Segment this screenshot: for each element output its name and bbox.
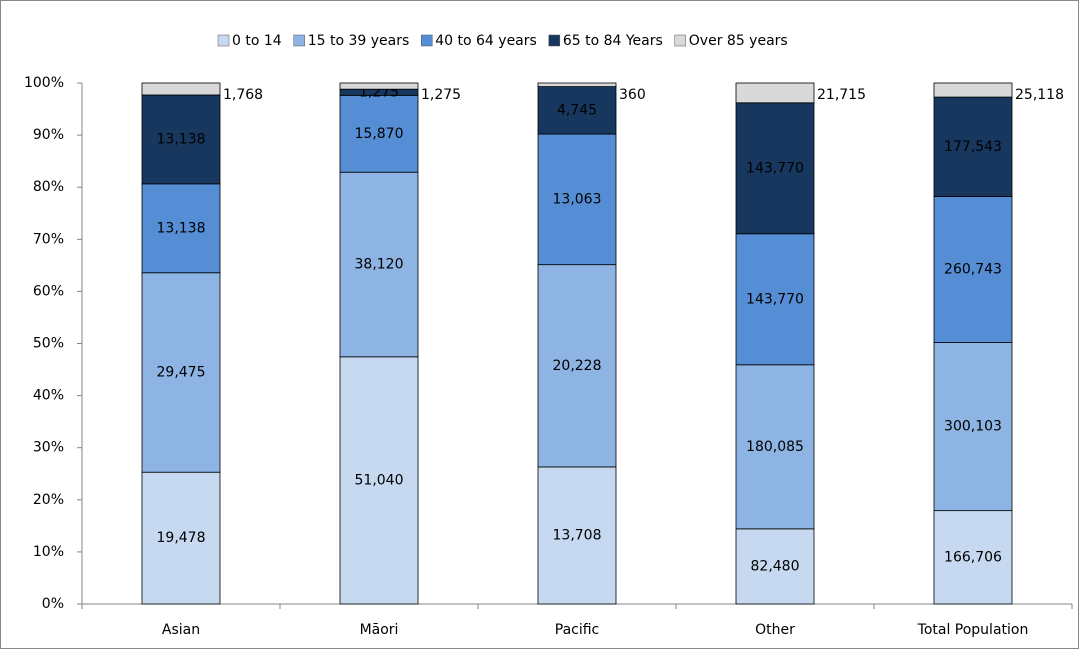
y-tick-label: 30% — [33, 440, 64, 456]
y-tick-label: 90% — [33, 127, 64, 143]
legend-swatch — [674, 34, 687, 47]
legend-swatch — [421, 34, 433, 47]
data-label: 13,138 — [157, 220, 206, 236]
data-label: 1,768 — [223, 87, 263, 103]
legend-label: Over 85 years — [689, 33, 788, 49]
data-label: 260,743 — [944, 262, 1002, 278]
data-label: 143,770 — [746, 160, 804, 176]
data-label: 38,120 — [355, 257, 404, 273]
legend-label: 65 to 84 Years — [563, 33, 663, 49]
legend-label: 15 to 39 years — [308, 33, 410, 49]
legend-label: 40 to 64 years — [435, 33, 537, 49]
data-label: 180,085 — [746, 439, 804, 455]
bar-segment — [339, 94, 419, 173]
y-tick-label: 0% — [42, 596, 64, 612]
data-label: 166,706 — [944, 549, 1002, 565]
data-label: 19,478 — [157, 530, 206, 546]
data-label: 13,708 — [553, 527, 602, 543]
bar-segment — [141, 94, 221, 185]
data-label: 177,543 — [944, 139, 1002, 155]
bar-segment — [933, 510, 1013, 605]
y-tick-label: 10% — [33, 544, 64, 560]
data-label: 1,275 — [421, 87, 461, 103]
bar-segment — [735, 364, 815, 530]
bar-segment — [141, 272, 221, 473]
bar-segment — [339, 82, 419, 90]
data-label: 13,138 — [157, 131, 206, 147]
bar-segment — [735, 528, 815, 605]
legend-label: 0 to 14 — [232, 33, 282, 49]
data-label: 29,475 — [157, 364, 206, 380]
y-tick-label: 20% — [33, 492, 64, 508]
data-label: 360 — [619, 87, 646, 103]
x-tick-label: Total Population — [917, 622, 1029, 638]
data-label: 4,745 — [557, 102, 597, 118]
data-label: 300,103 — [944, 419, 1002, 435]
bar-segment — [735, 233, 815, 366]
bar-segment — [735, 102, 815, 235]
x-tick-label: Other — [755, 622, 795, 638]
data-label: 51,040 — [355, 472, 404, 488]
bar-segment — [339, 356, 419, 605]
data-label: 82,480 — [751, 558, 800, 574]
y-tick-label: 100% — [24, 75, 64, 91]
bar-segment — [537, 133, 617, 266]
data-label: 143,770 — [746, 291, 804, 307]
bar-segment — [339, 171, 419, 358]
bar-segment — [933, 196, 1013, 343]
x-tick-label: Pacific — [555, 622, 600, 638]
y-tick-label: 40% — [33, 388, 64, 404]
data-label: 21,715 — [817, 87, 866, 103]
y-tick-label: 50% — [33, 336, 64, 352]
bar-segment — [537, 466, 617, 605]
bar-segment — [933, 342, 1013, 512]
data-label: 15,870 — [355, 126, 404, 142]
bar-segment — [735, 82, 815, 104]
bar-segment — [537, 86, 617, 135]
bar-segment — [537, 82, 617, 87]
legend-swatch — [293, 34, 305, 47]
y-tick-label: 60% — [33, 283, 64, 299]
bar-segment — [933, 96, 1013, 197]
bar-segment — [141, 471, 221, 605]
bar-segment — [141, 183, 221, 274]
data-label: 25,118 — [1015, 87, 1064, 103]
y-tick-label: 80% — [33, 179, 64, 195]
x-tick-label: Māori — [360, 622, 399, 638]
data-label: 13,063 — [553, 191, 602, 207]
legend-swatch — [217, 34, 230, 47]
bar-segment — [141, 82, 221, 96]
x-tick-label: Asian — [162, 622, 200, 638]
data-label: 20,228 — [553, 358, 602, 374]
legend-swatch — [548, 34, 561, 47]
bar-segment — [537, 264, 617, 468]
bar-segment — [933, 82, 1013, 98]
y-tick-label: 70% — [33, 231, 64, 247]
